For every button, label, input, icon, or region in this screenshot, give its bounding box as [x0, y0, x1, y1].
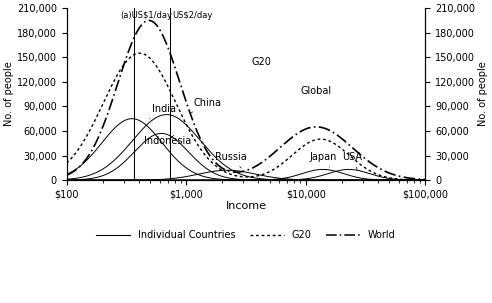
Text: (a)US$1/day: (a)US$1/day	[120, 11, 172, 20]
Text: Indonesia: Indonesia	[144, 135, 192, 146]
Y-axis label: No. of people: No. of people	[4, 62, 14, 126]
Legend: Individual Countries, G20, World: Individual Countries, G20, World	[92, 226, 400, 244]
Text: Russia: Russia	[215, 152, 247, 168]
X-axis label: Income: Income	[225, 201, 267, 211]
Text: India: India	[150, 104, 176, 119]
Text: USA: USA	[341, 152, 362, 169]
Text: G20: G20	[251, 58, 271, 68]
Y-axis label: No. of people: No. of people	[478, 62, 488, 126]
Text: Japan: Japan	[309, 152, 337, 167]
Text: Global: Global	[300, 86, 332, 96]
Text: US$2/day: US$2/day	[172, 11, 213, 20]
Text: China: China	[191, 98, 221, 113]
